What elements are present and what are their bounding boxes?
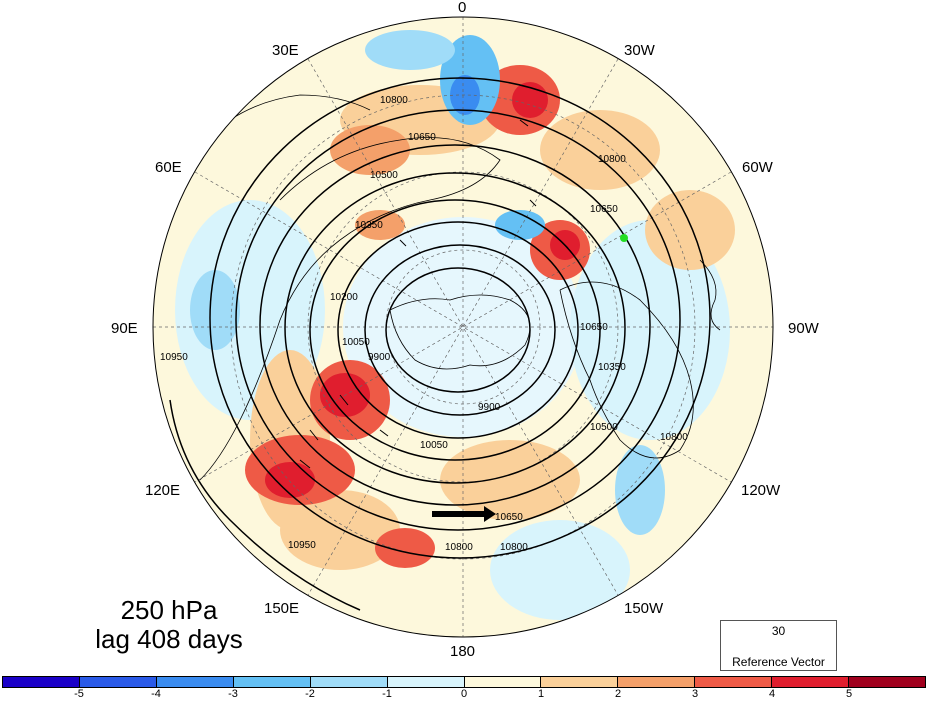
contour-label: 10500 — [590, 422, 618, 433]
colorbar-tick-label: -5 — [74, 688, 84, 700]
contour-label: 10800 — [500, 542, 528, 553]
contour-label: 9900 — [368, 352, 391, 363]
wind-vectors — [299, 119, 569, 469]
lon-label-90e: 90E — [111, 320, 138, 337]
contour-label: 10950 — [288, 540, 316, 551]
contour-label: 10650 — [580, 322, 608, 333]
colorbar-swatch — [310, 677, 388, 687]
contour-label: 10800 — [445, 542, 473, 553]
colorbar-tick-label: -4 — [151, 688, 161, 700]
lon-label-60w: 60W — [742, 159, 773, 176]
plot-title: 250 hPa lag 408 days — [74, 596, 264, 654]
contour-label: 10650 — [408, 132, 436, 143]
contour-labels: 10800 10800 10800 10800 10800 10650 1065… — [160, 95, 688, 553]
contour-label: 10350 — [355, 220, 383, 231]
colorbar-swatch — [464, 677, 542, 687]
title-lag: lag 408 days — [95, 624, 243, 654]
reference-magnitude: 30 — [771, 624, 786, 638]
contour-label: 10050 — [342, 337, 370, 348]
lon-label-120w: 120W — [741, 482, 781, 499]
contour-label: 9900 — [478, 402, 501, 413]
colorbar-swatch — [849, 677, 926, 687]
colorbar-tick-label: 1 — [537, 688, 545, 700]
colorbar — [2, 676, 926, 688]
colorbar-tick-label: -1 — [382, 688, 392, 700]
contour-label: 10050 — [420, 440, 448, 451]
contour-label: 10950 — [160, 352, 188, 363]
reference-vector-box: 30 Reference Vector — [720, 620, 837, 671]
reference-label: Reference Vector — [732, 655, 825, 669]
contour-label: 10800 — [660, 432, 688, 443]
lon-label-180: 180 — [450, 643, 476, 660]
contour-label: 10800 — [598, 154, 626, 165]
lon-label-150e: 150E — [264, 600, 300, 617]
map-boundary — [152, 16, 774, 638]
lon-label-0: 0 — [458, 0, 467, 16]
colorbar-swatch — [79, 677, 157, 687]
lon-label-30w: 30W — [624, 42, 655, 59]
colorbar-swatch — [387, 677, 465, 687]
colorbar-tick-label: -2 — [305, 688, 315, 700]
lon-label-120e: 120E — [145, 482, 181, 499]
contour-label: 10200 — [330, 292, 358, 303]
contour-label: 10650 — [590, 204, 618, 215]
station-marker — [620, 234, 628, 242]
colorbar-swatch — [618, 677, 696, 687]
lon-label-150w: 150W — [624, 600, 664, 617]
colorbar-swatch — [3, 677, 80, 687]
colorbar-swatch — [772, 677, 850, 687]
contour-label: 10350 — [598, 362, 626, 373]
contour-label: 10650 — [495, 512, 523, 523]
height-contours — [169, 77, 711, 611]
colorbar-tick-label: 3 — [691, 688, 699, 700]
colorbar-tick-label: 0 — [460, 688, 468, 700]
wind-arrowhead-large — [484, 506, 496, 522]
colorbar-swatch — [233, 677, 311, 687]
colorbar-tick-label: 5 — [845, 688, 853, 700]
lon-label-90w: 90W — [788, 320, 819, 337]
colorbar-tick-label: -3 — [228, 688, 238, 700]
contour-label: 10800 — [380, 95, 408, 106]
colorbar-swatch — [541, 677, 619, 687]
contour-label: 10500 — [370, 170, 398, 181]
title-level: 250 hPa — [120, 595, 218, 625]
lon-label-30e: 30E — [272, 42, 299, 59]
colorbar-tick-label: 2 — [614, 688, 622, 700]
colorbar-swatch — [695, 677, 773, 687]
colorbar-swatch — [156, 677, 234, 687]
lon-label-60e: 60E — [155, 159, 182, 176]
colorbar-tick-label: 4 — [768, 688, 776, 700]
graticule — [153, 17, 773, 637]
